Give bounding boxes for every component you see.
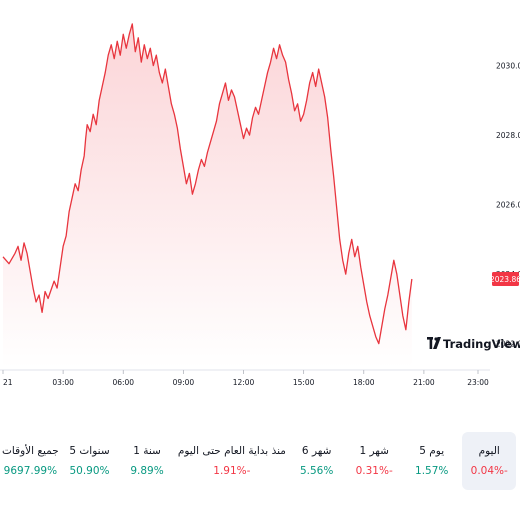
period-tab[interactable]: 1 سنة 9.89% [120,432,174,490]
tradingview-logo[interactable]: TradingView [427,337,520,351]
period-change-value: 50.90% [69,465,110,477]
period-label: 5 سنوات [69,445,110,457]
y-tick-label: 2026.00 [496,201,520,210]
last-price-badge: 2023.86 [490,272,520,287]
period-change-value: 9697.99% [3,465,58,477]
price-line [2,23,413,345]
x-tick-label: 12:00 [233,378,255,387]
x-tick-label: 21:00 [413,378,435,387]
period-label: 1 سنة [133,445,161,457]
period-label: 5 يوم [419,445,445,457]
last-price-badge-bg [492,272,519,287]
price-axis[interactable]: 2022.002024.002026.002028.002030.00 [496,62,520,349]
x-tick-label: 23:00 [467,378,489,387]
price-chart[interactable]: 2022.002024.002026.002028.002030.00 2103… [0,0,520,400]
period-change-value: 1.91%- [213,465,251,477]
y-tick-label: 2030.00 [496,62,520,71]
x-tick-label: 09:00 [173,378,195,387]
x-tick-label: 21 [3,378,13,387]
x-tick-label: 18:00 [353,378,375,387]
period-label: اليوم [478,445,500,457]
x-tick-label: 06:00 [112,378,134,387]
period-change-value: 0.31%- [355,465,393,477]
period-tab[interactable]: 5 سنوات 50.90% [63,432,117,490]
period-label: جميع الأوقات [2,445,59,457]
period-change-value: 1.57% [415,465,449,477]
time-axis[interactable]: 21 03:00 06:00 09:00 12:00 15:00 18:00 21:00 23:… [0,369,490,387]
period-tab[interactable]: 1 شهر 0.31%- [347,432,401,490]
period-label: 1 شهر [359,445,389,457]
x-tick-label: 15:00 [293,378,315,387]
period-tab[interactable]: منذ بداية العام حتى اليوم 1.91%- [178,432,286,490]
tradingview-logo-text: TradingView [443,337,520,351]
period-change-value: 5.56% [299,465,334,477]
period-tab[interactable]: 6 شهر 5.56% [290,432,344,490]
period-tab[interactable]: اليوم 0.04%- [462,432,516,490]
x-tick-label: 03:00 [52,378,74,387]
last-price-label: 2023.86 [490,275,520,284]
y-tick-label: 2022.00 [496,340,520,349]
y-tick-label: 2028.00 [496,131,520,140]
period-tab[interactable]: جميع الأوقات 9697.99% [2,432,59,490]
performance-periods: اليوم 0.04%- 5 يوم 1.57% 1 شهر 0.31%- 6 شهر 5.5… [0,432,520,520]
price-series-line [2,23,413,345]
period-label: منذ بداية العام حتى اليوم [177,445,286,457]
period-label: 6 شهر [301,445,332,457]
period-tab[interactable]: 5 يوم 1.57% [405,432,459,490]
period-change-value: 0.04%- [470,465,508,477]
period-change-value: 9.89% [130,465,164,477]
price-area-fill [3,23,412,369]
price-area [3,23,412,369]
tradingview-logo-icon [427,337,441,349]
